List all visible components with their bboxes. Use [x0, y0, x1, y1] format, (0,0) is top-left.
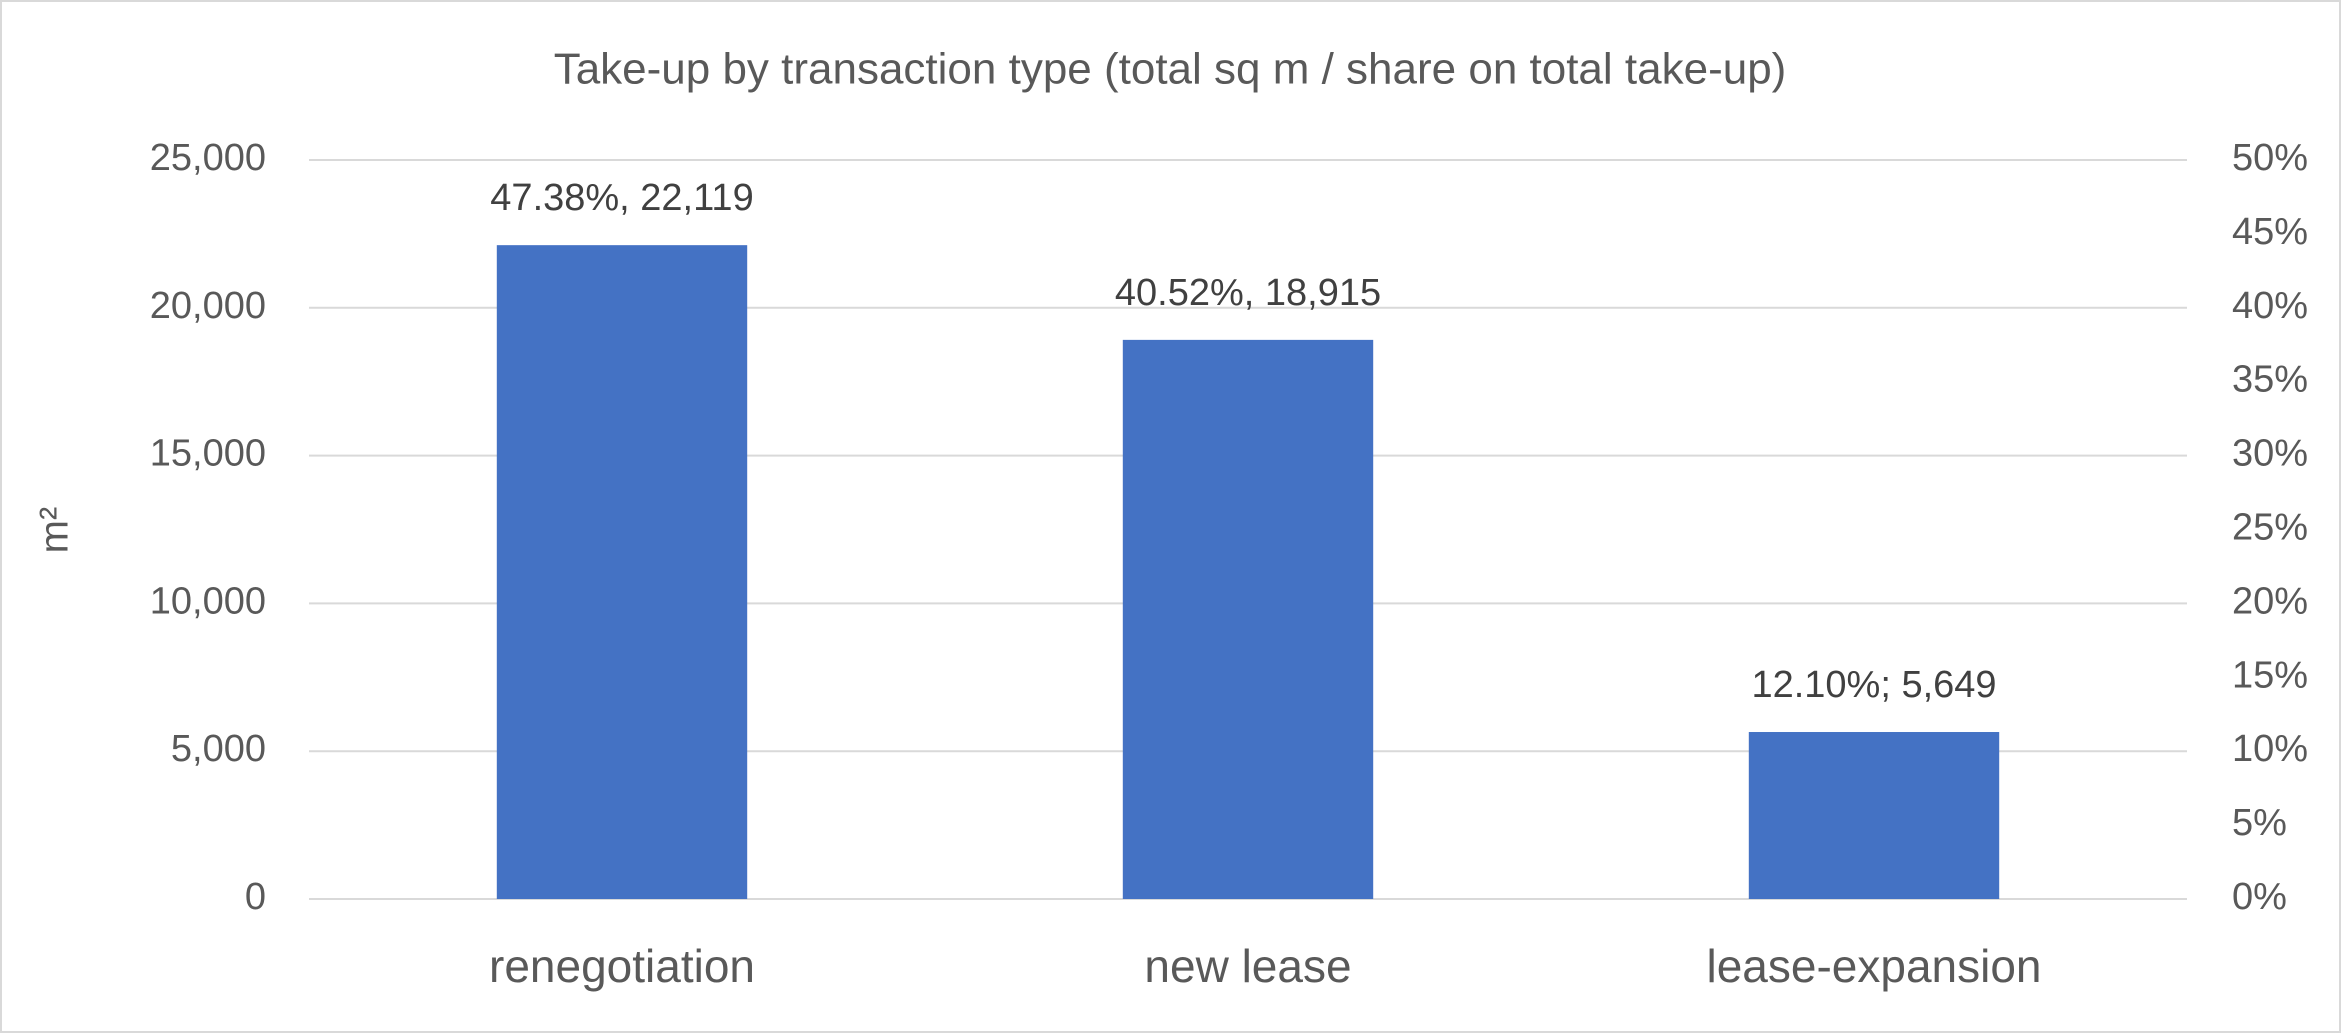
bar — [1748, 732, 2000, 899]
y2-tick-label: 40% — [2232, 285, 2308, 327]
y-tick-label: 15,000 — [150, 433, 266, 475]
y2-tick-label: 5% — [2232, 802, 2287, 844]
x-tick-label: renegotiation — [489, 940, 755, 992]
y-axis-label: m² — [33, 507, 77, 554]
y2-tick-label: 50% — [2232, 137, 2308, 179]
data-label: 40.52%, 18,915 — [1115, 272, 1381, 314]
y-tick-label: 5,000 — [171, 728, 266, 770]
y-tick-label: 25,000 — [150, 137, 266, 179]
y2-tick-label: 15% — [2232, 654, 2308, 696]
y2-tick-label: 45% — [2232, 211, 2308, 253]
chart-title: Take-up by transaction type (total sq m … — [554, 45, 1787, 94]
y-tick-label: 10,000 — [150, 580, 266, 622]
y2-tick-label: 25% — [2232, 507, 2308, 549]
data-label: 12.10%; 5,649 — [1751, 664, 1996, 706]
data-label: 47.38%, 22,119 — [490, 177, 753, 219]
y2-tick-label: 20% — [2232, 580, 2308, 622]
y2-tick-label: 10% — [2232, 728, 2308, 770]
bar — [496, 245, 748, 899]
x-tick-label: lease-expansion — [1706, 940, 2041, 992]
y2-tick-label: 30% — [2232, 433, 2308, 475]
y2-tick-label: 0% — [2232, 876, 2287, 918]
y-tick-label: 20,000 — [150, 285, 266, 327]
y-tick-label: 0 — [245, 876, 266, 918]
y2-tick-label: 35% — [2232, 359, 2308, 401]
x-tick-label: new lease — [1144, 940, 1351, 992]
bar — [1122, 339, 1374, 900]
